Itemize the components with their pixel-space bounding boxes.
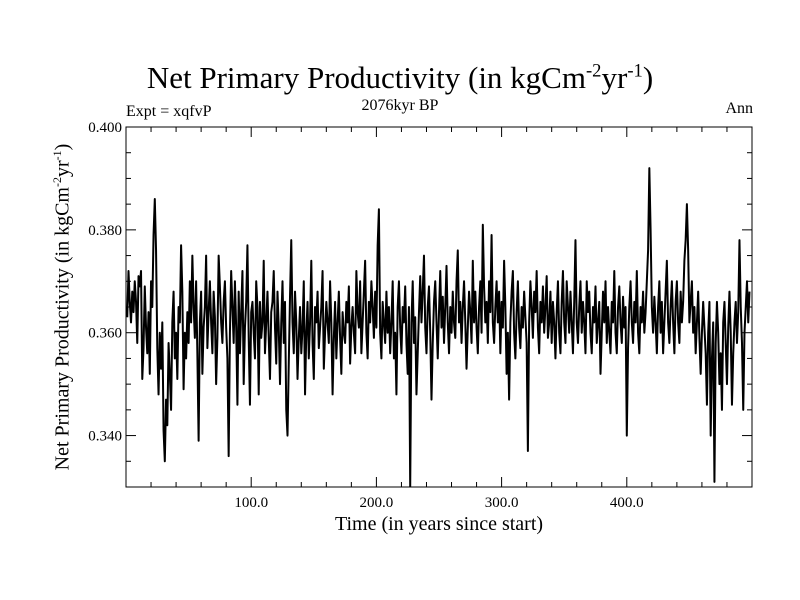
experiment-label: Expt = xqfvP <box>126 103 212 120</box>
title-exponent-1: -2 <box>585 60 602 82</box>
y-tick-label: 0.400 <box>88 120 122 136</box>
y-tick-label: 0.380 <box>88 223 122 239</box>
x-tick-label: 100.0 <box>234 495 268 511</box>
x-axis-label: Time (in years since start) <box>334 513 544 535</box>
x-tick-label: 300.0 <box>485 495 519 511</box>
chart-subtitle: 2076kyr BP <box>361 97 439 114</box>
x-tick-label: 400.0 <box>610 495 644 511</box>
chart-title: Net Primary Productivity (in kgCm-2yr-1) <box>0 62 800 93</box>
title-end: ) <box>642 60 654 95</box>
series-line-0 <box>126 167 751 487</box>
y-tick-label: 0.340 <box>88 429 122 445</box>
y-tick-label: 0.360 <box>88 326 122 342</box>
title-mid: yr <box>601 60 628 95</box>
x-tick-label: 200.0 <box>360 495 394 511</box>
title-main: Net Primary Productivity (in kgCm <box>146 60 586 95</box>
season-label: Ann <box>725 100 753 117</box>
title-exponent-2: -1 <box>627 60 643 82</box>
